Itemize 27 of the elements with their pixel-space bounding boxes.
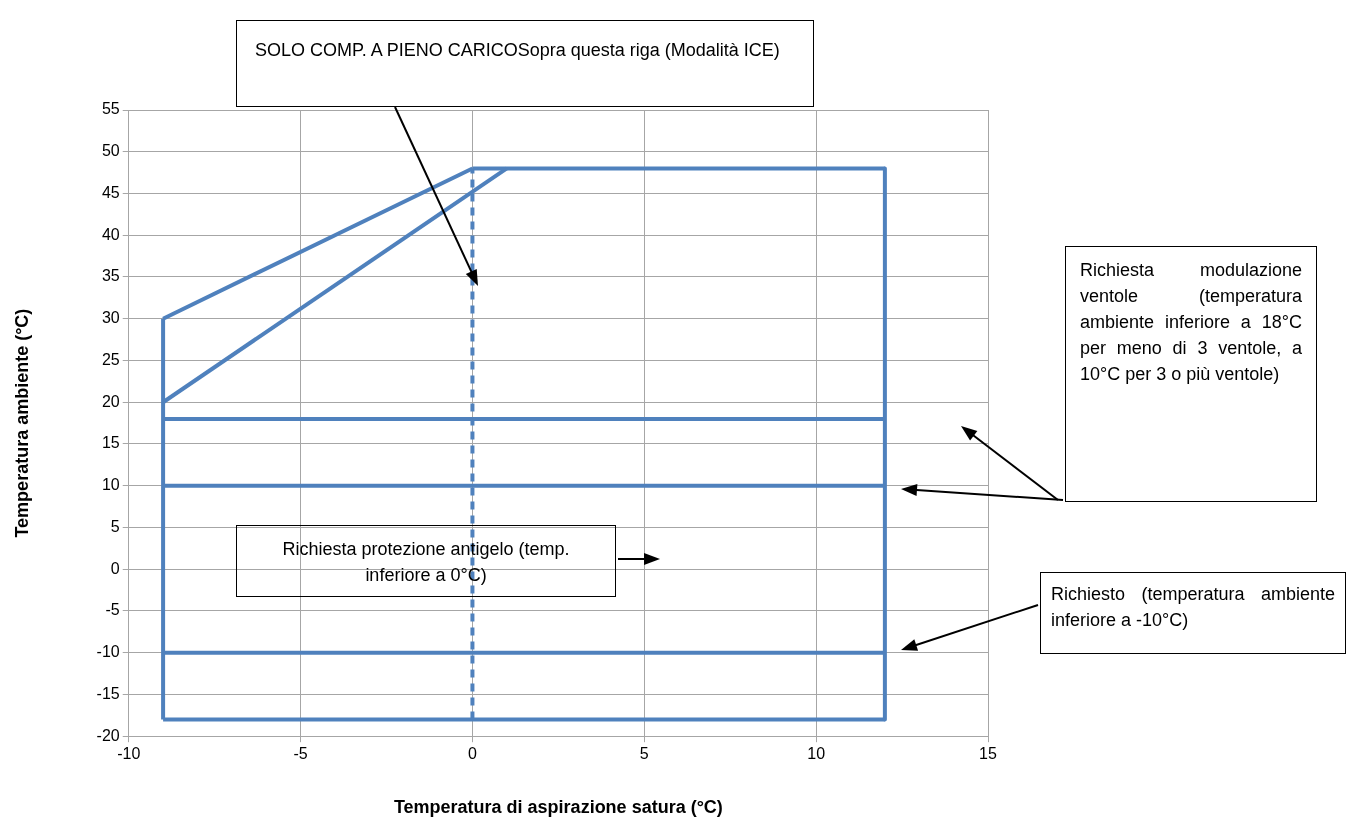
x-tick-label: 0	[467, 745, 477, 763]
y-tick-label: 5	[110, 517, 120, 535]
x-tick-label: 5	[639, 745, 649, 763]
y-tick-label: 45	[101, 183, 120, 201]
y-tick-label: -20	[96, 726, 120, 744]
y-tick-label: 35	[101, 267, 120, 285]
text: SOLO COMP. A PIENO CARICOSopra questa riga (Modalità ICE)	[236, 20, 814, 107]
x-tick-label: 10	[807, 745, 826, 763]
text: Richiesta modulazione ventole (temperatura ambiente inferiore a 18°C per meno di 3 ventole, a 10°C per 3 o più ventole)	[1065, 246, 1317, 502]
y-tick-label: 20	[101, 392, 120, 410]
y-tick-label: 0	[110, 559, 120, 577]
annotation: Richiesta protezione antigelo (temp. inferiore a 0°C)	[236, 525, 616, 597]
text: Richiesto (temperatura ambiente inferiore a -10°C)	[1040, 572, 1346, 654]
y-axis-title: Temperatura ambiente (°C)	[11, 308, 32, 538]
y-tick-label: 10	[101, 476, 120, 494]
x-tick-label: -5	[293, 745, 308, 763]
y-tick-label: 15	[101, 434, 120, 452]
y-tick-label: 25	[101, 350, 120, 368]
x-axis-title: Temperatura di aspirazione satura (°C)	[393, 797, 723, 818]
y-tick-label: -10	[96, 643, 120, 661]
y-tick-label: -5	[105, 601, 120, 619]
y-tick-label: 40	[101, 225, 120, 243]
y-tick-label: -15	[96, 684, 120, 702]
y-tick-label: 50	[101, 142, 120, 160]
y-tick-label: 30	[101, 309, 120, 327]
x-tick-label: 15	[979, 745, 997, 763]
y-tick-label: 55	[101, 100, 120, 118]
